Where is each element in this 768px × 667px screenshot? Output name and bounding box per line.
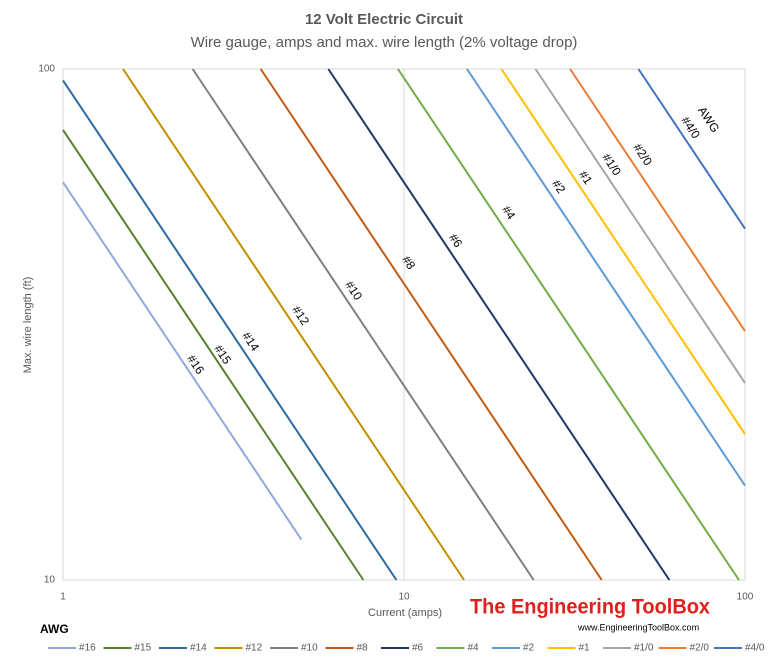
chart-subtitle: Wire gauge, amps and max. wire length (2… <box>191 34 578 51</box>
series-line <box>122 68 465 581</box>
series-line <box>327 68 671 581</box>
series-line <box>62 79 398 581</box>
series-line <box>466 68 746 487</box>
y-axis-label: Max. wire length (ft) <box>22 277 34 374</box>
x-tick-label: 1 <box>60 592 66 603</box>
series-line <box>191 68 535 581</box>
legend-label: #2/0 <box>690 643 710 654</box>
series-line <box>534 68 746 384</box>
x-axis-label: Current (amps) <box>368 607 442 619</box>
legend-label: #1 <box>579 643 591 654</box>
x-tick-label: 100 <box>737 592 754 603</box>
series-line <box>62 181 303 541</box>
legend-label: #14 <box>190 643 207 654</box>
legend-label: #4/0 <box>745 643 765 654</box>
series-line <box>569 68 746 332</box>
watermark: The Engineering ToolBox <box>470 596 710 619</box>
series-line <box>397 68 740 581</box>
legend-label: #15 <box>135 643 152 654</box>
legend-label: #16 <box>79 643 96 654</box>
series-line <box>500 68 746 435</box>
legend-label: #10 <box>301 643 318 654</box>
legend-label: #2 <box>523 643 535 654</box>
y-tick-label: 10 <box>44 575 56 586</box>
legend-label: #1/0 <box>634 643 654 654</box>
x-tick-label: 10 <box>398 592 410 603</box>
y-tick-label: 100 <box>38 64 55 75</box>
legend-title: AWG <box>40 622 69 636</box>
chart-title: 12 Volt Electric Circuit <box>305 11 463 28</box>
series-line <box>637 68 746 230</box>
legend-label: #6 <box>412 643 424 654</box>
series-line <box>259 68 603 581</box>
watermark-url: www.EngineeringToolBox.com <box>577 622 699 632</box>
legend-label: #8 <box>357 643 369 654</box>
series-line <box>62 129 365 581</box>
legend-label: #12 <box>246 643 263 654</box>
legend-label: #4 <box>468 643 480 654</box>
